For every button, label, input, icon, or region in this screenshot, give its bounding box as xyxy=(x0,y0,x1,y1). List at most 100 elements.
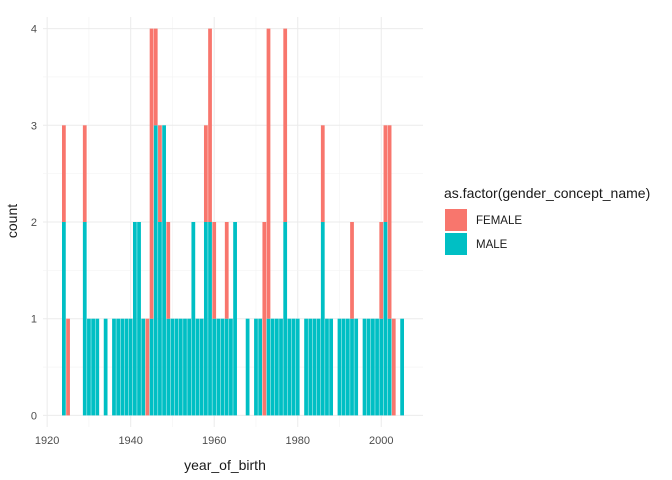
y-tick-label: 3 xyxy=(31,120,37,132)
bar-male xyxy=(366,318,371,416)
bar-male xyxy=(212,318,217,416)
bar-female xyxy=(208,28,212,222)
bar-male xyxy=(254,318,258,416)
bar-male xyxy=(245,318,250,416)
bar-female xyxy=(203,125,208,222)
bar-female xyxy=(166,222,171,319)
bar-male xyxy=(116,318,121,416)
bar-male xyxy=(258,318,263,416)
bar-male xyxy=(362,318,367,416)
bar-male xyxy=(149,318,154,416)
bar-male xyxy=(199,318,204,416)
bar-male xyxy=(195,318,200,416)
bar-male xyxy=(341,318,346,416)
bar-female xyxy=(387,125,392,319)
bar-male xyxy=(304,318,308,416)
bar-male xyxy=(141,318,146,416)
bar-male xyxy=(320,222,325,416)
bar-male xyxy=(387,318,392,416)
bar-male xyxy=(233,222,237,416)
legend-label-female: FEMALE xyxy=(476,215,522,227)
bar-male xyxy=(375,318,379,416)
bar-male xyxy=(183,318,187,416)
bar-female xyxy=(62,125,66,222)
bar-male xyxy=(208,222,212,416)
bar-male xyxy=(220,318,225,416)
bar-male xyxy=(337,318,342,416)
bar-male xyxy=(266,318,271,416)
bar-female xyxy=(283,28,288,222)
y-tick-label: 4 xyxy=(31,24,37,36)
bar-female xyxy=(350,222,354,319)
bar-male xyxy=(124,318,129,416)
y-tick-label: 0 xyxy=(31,410,37,422)
bar-male xyxy=(224,318,229,416)
bar-female xyxy=(149,28,154,319)
bar-male xyxy=(62,222,66,416)
bar-male xyxy=(354,318,359,416)
legend-key-female xyxy=(445,209,467,231)
bar-male xyxy=(82,222,87,416)
x-tick-label: 2000 xyxy=(369,435,393,447)
bar-male xyxy=(137,222,141,416)
bar-male xyxy=(87,318,91,416)
legend-key-male xyxy=(445,233,467,255)
bar-female xyxy=(153,28,158,126)
bar-female xyxy=(158,125,162,222)
bar-female xyxy=(82,125,87,222)
bar-female xyxy=(224,222,229,319)
bar-male xyxy=(308,318,313,416)
bar-male xyxy=(229,318,233,416)
y-tick-label: 2 xyxy=(31,217,37,229)
bar-male xyxy=(112,318,116,416)
x-tick-label: 1980 xyxy=(285,435,309,447)
x-tick-labels: 1920 1940 1960 1980 2000 xyxy=(35,435,394,447)
bar-female xyxy=(66,318,70,416)
bar-male xyxy=(383,222,388,416)
bar-male xyxy=(162,125,166,416)
bar-male xyxy=(325,318,329,416)
bar-male xyxy=(274,318,279,416)
bars xyxy=(62,28,404,416)
bar-male xyxy=(153,125,158,416)
y-tick-labels: 0 1 2 3 4 xyxy=(31,24,37,423)
legend: as.factor(gender_concept_name) FEMALE MAL… xyxy=(444,185,650,255)
bar-male xyxy=(270,318,275,416)
bar-male xyxy=(91,318,95,416)
bar-male xyxy=(312,318,317,416)
bar-male xyxy=(128,318,133,416)
bar-male xyxy=(178,318,183,416)
bar-male xyxy=(103,318,108,416)
bar-female xyxy=(391,318,396,416)
bar-male xyxy=(216,318,221,416)
bar-male xyxy=(291,318,296,416)
bar-female xyxy=(145,318,150,416)
bar-female xyxy=(266,28,271,319)
y-tick-label: 1 xyxy=(31,314,37,326)
bar-male xyxy=(316,318,321,416)
bar-male xyxy=(203,222,208,416)
bar-female xyxy=(379,222,384,319)
bar-male xyxy=(120,318,125,416)
bar-male xyxy=(329,318,334,416)
bar-male xyxy=(295,318,300,416)
bar-male xyxy=(279,318,283,416)
bar-male xyxy=(191,222,196,416)
bar-female xyxy=(262,222,267,416)
bar-male xyxy=(158,222,162,416)
bar-male xyxy=(379,318,384,416)
bar-male xyxy=(174,318,179,416)
legend-label-male: MALE xyxy=(476,239,508,251)
x-axis-title: year_of_birth xyxy=(184,457,266,473)
bar-female xyxy=(320,125,325,222)
bar-male xyxy=(95,318,100,416)
x-tick-label: 1920 xyxy=(35,435,59,447)
bar-male xyxy=(350,318,354,416)
x-tick-label: 1940 xyxy=(118,435,142,447)
bar-male xyxy=(345,318,350,416)
y-axis-title: count xyxy=(4,204,20,238)
bar-male xyxy=(170,318,175,416)
x-tick-label: 1960 xyxy=(202,435,226,447)
legend-title: as.factor(gender_concept_name) xyxy=(444,185,650,201)
